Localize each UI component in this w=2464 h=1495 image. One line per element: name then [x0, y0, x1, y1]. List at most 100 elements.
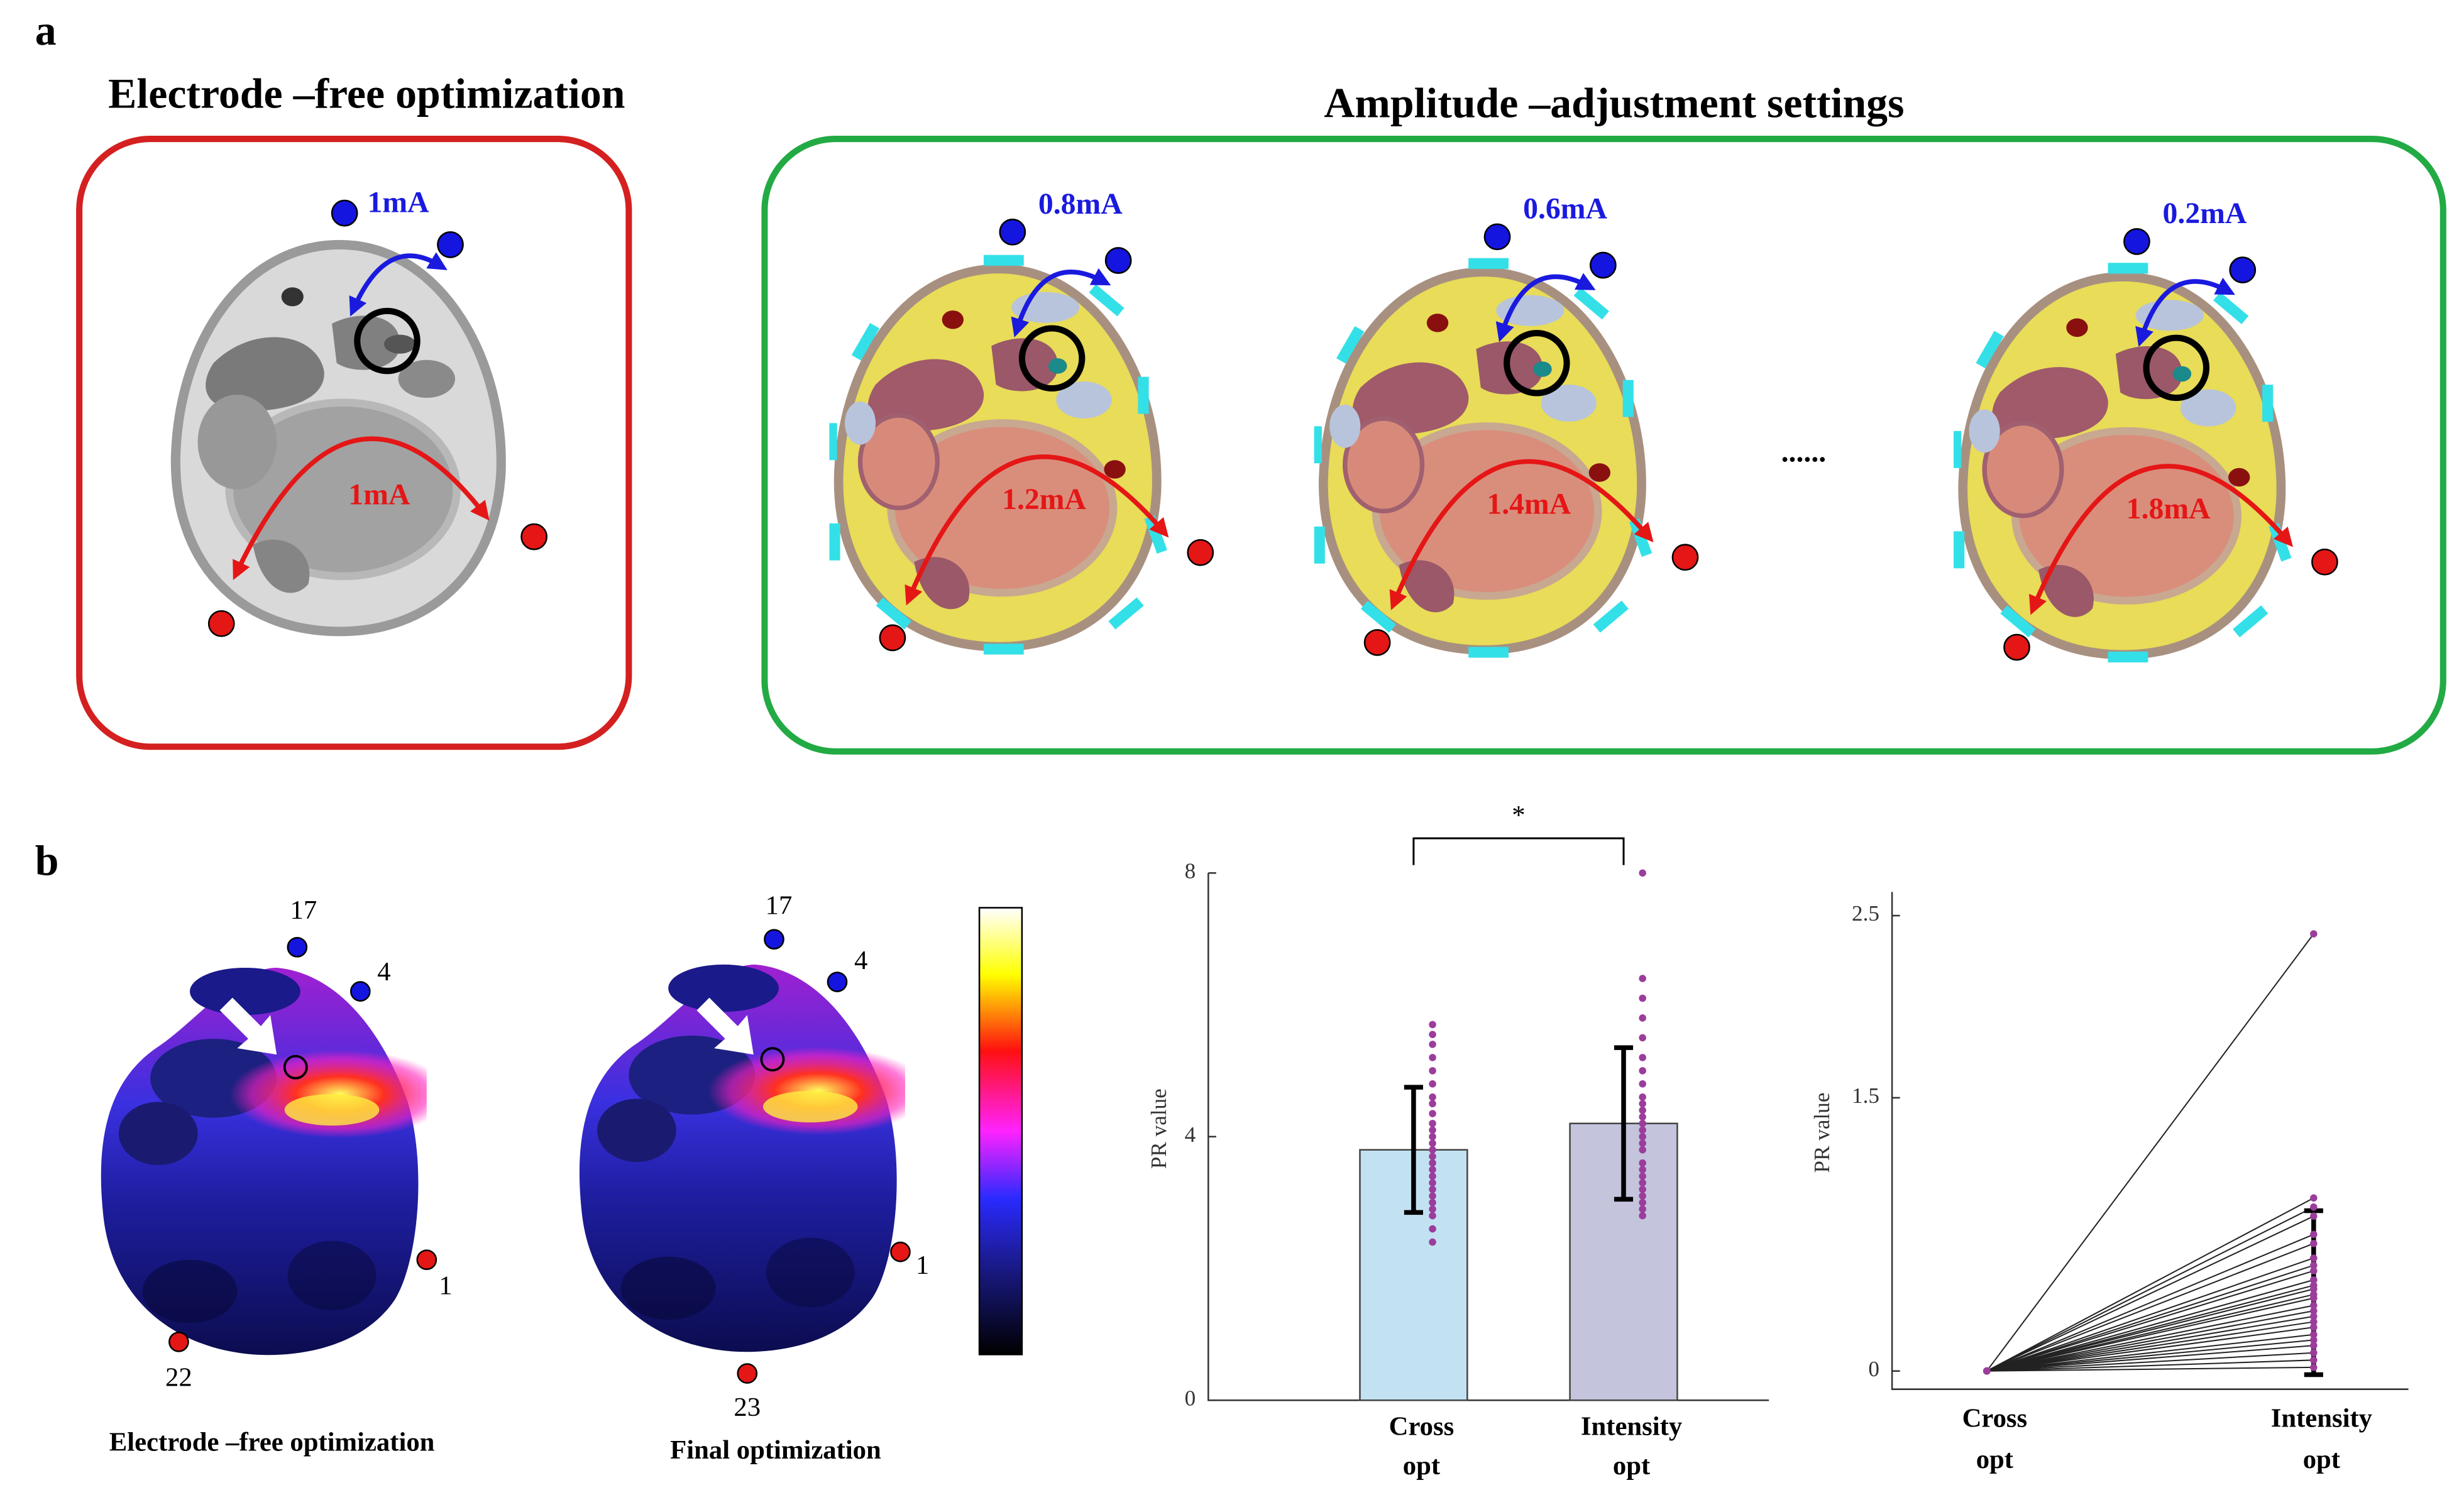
data-point: [2310, 1261, 2318, 1269]
y-axis-label: PR value: [1810, 1092, 1834, 1173]
electrode: [764, 929, 784, 950]
y-tick-label: 2.5: [1852, 901, 1879, 926]
electrode: [890, 1241, 911, 1262]
subject-line: [1986, 1366, 2314, 1372]
subject-line: [1986, 1310, 2314, 1372]
data-point: [2310, 1212, 2318, 1220]
electrode: [287, 936, 308, 958]
data-point: [1639, 975, 1646, 982]
data-point: [1639, 1067, 1646, 1075]
subject-line: [1986, 1333, 2314, 1372]
target-circle: [1018, 325, 1086, 392]
data-point: [1429, 1041, 1436, 1048]
data-point: [1429, 1153, 1436, 1160]
electrode: [1363, 629, 1391, 656]
data-point: [1639, 994, 1646, 1002]
data-point: [1639, 1212, 1646, 1220]
data-point: [1429, 1146, 1436, 1154]
subject-line: [1986, 933, 2314, 1372]
ellipsis: ......: [1781, 435, 1827, 468]
target-circle: [2143, 334, 2210, 402]
data-point: [1429, 1238, 1436, 1246]
subject-line: [1986, 1339, 2314, 1372]
electrode: [1671, 544, 1699, 571]
data-point: [1639, 1166, 1646, 1173]
x-tick-label: Intensity: [2271, 1404, 2372, 1433]
panel-title: Electrode –free optimization: [108, 70, 625, 117]
subject-line: [1986, 1242, 2314, 1372]
data-point: [1429, 1172, 1436, 1180]
x-tick-label: opt: [2303, 1445, 2341, 1474]
electrode: [2123, 228, 2150, 255]
x-tick-label: Cross: [1389, 1411, 1455, 1441]
electrode-label: 22: [165, 1362, 192, 1392]
electrode-label: 17: [766, 890, 793, 920]
data-point: [1639, 1080, 1646, 1088]
electrode: [2311, 548, 2338, 576]
y-tick-label: 0: [1185, 1386, 1196, 1410]
blue-arc: [2135, 277, 2235, 347]
x-tick-label: Intensity: [1581, 1411, 1682, 1441]
data-point: [2310, 1276, 2318, 1284]
red-arc: [905, 454, 1169, 606]
electrode: [737, 1363, 758, 1384]
left-frame: [76, 136, 632, 750]
data-point: [2310, 1203, 2318, 1211]
data-point: [1639, 1132, 1646, 1141]
data-point: [2310, 1356, 2318, 1364]
data-point: [2310, 1318, 2318, 1326]
error-bar: [1404, 1085, 1423, 1215]
x-tick-label: Cross: [1962, 1404, 2028, 1433]
electrode-label: 17: [290, 895, 317, 925]
y-tick-label: 8: [1185, 858, 1196, 883]
data-point: [2310, 1194, 2318, 1202]
electrode-label: 4: [377, 957, 390, 987]
data-point: [2310, 1349, 2318, 1357]
data-point: [1429, 1126, 1436, 1134]
electrode-label: 1: [439, 1271, 452, 1301]
data-point: [1639, 1054, 1646, 1061]
red-arc: [2029, 464, 2293, 615]
x-tick-label: opt: [1403, 1451, 1441, 1481]
data-point: [2310, 930, 2318, 938]
current-label: 1.8mA: [2126, 492, 2211, 525]
cross-section: [826, 255, 1167, 655]
data-point: [1639, 1126, 1646, 1134]
data-point: [2310, 1307, 2318, 1315]
electrode: [1187, 539, 1214, 566]
data-point: [1639, 1100, 1646, 1108]
red-arc: [233, 436, 490, 581]
electrode: [349, 981, 371, 1002]
blue-arc: [349, 252, 448, 317]
data-point: [2310, 1364, 2318, 1371]
data-point: [1639, 1179, 1646, 1186]
electrode: [1104, 247, 1132, 274]
electrode: [207, 610, 235, 637]
electrode-label: 1: [916, 1251, 929, 1280]
data-point: [1639, 1146, 1646, 1154]
current-label: 1.2mA: [1002, 483, 1086, 516]
data-point: [2310, 1294, 2318, 1302]
electrode: [1590, 251, 1617, 279]
data-point: [1429, 1198, 1436, 1207]
y-tick-label: 0: [1868, 1357, 1879, 1381]
current-label: 0.6mA: [1523, 192, 1607, 226]
subject-line: [1986, 1321, 2314, 1372]
data-point: [1429, 1212, 1436, 1220]
current-label: 1mA: [368, 186, 430, 219]
target-circle: [760, 1047, 785, 1072]
data-point: [1639, 1093, 1646, 1101]
target-circle: [354, 307, 421, 375]
subject-line: [1986, 1297, 2314, 1372]
data-point: [1639, 1172, 1646, 1180]
x-tick-label: opt: [1976, 1445, 2014, 1474]
subject-line: [1986, 1197, 2314, 1372]
current-label: 1mA: [348, 478, 410, 511]
subject-line: [1986, 1327, 2314, 1372]
cross-section: [175, 244, 501, 631]
electrode: [2003, 633, 2030, 661]
data-point: [1639, 869, 1646, 877]
significance-label: *: [1512, 801, 1525, 830]
axis: [1891, 892, 2409, 1390]
